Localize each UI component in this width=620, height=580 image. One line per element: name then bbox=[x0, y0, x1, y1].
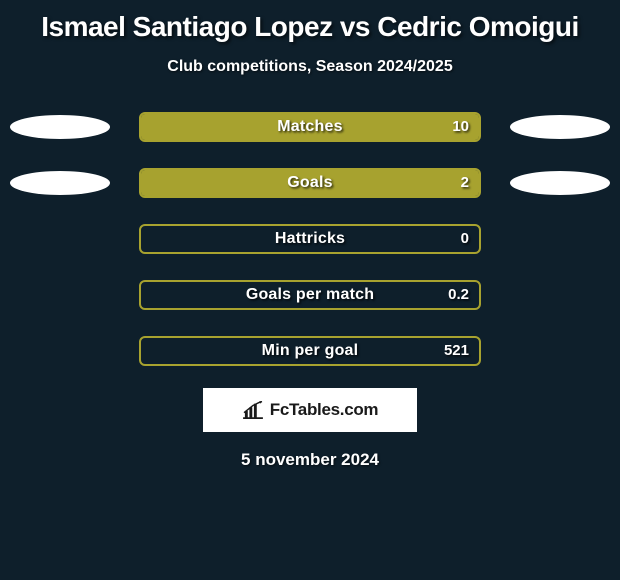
stat-bar: Matches10 bbox=[139, 112, 481, 142]
stat-value: 0.2 bbox=[448, 282, 469, 308]
stat-bar: Goals2 bbox=[139, 168, 481, 198]
stat-row: Hattricks0 bbox=[0, 224, 620, 254]
page-subtitle: Club competitions, Season 2024/2025 bbox=[167, 58, 452, 76]
logo-box: FcTables.com bbox=[203, 388, 417, 432]
page-title: Ismael Santiago Lopez vs Cedric Omoigui bbox=[33, 4, 587, 48]
stat-bar: Hattricks0 bbox=[139, 224, 481, 254]
player-left-ellipse bbox=[10, 171, 110, 195]
bar-chart-icon bbox=[242, 401, 264, 419]
logo-text: FcTables.com bbox=[270, 400, 379, 420]
date-text: 5 november 2024 bbox=[241, 450, 379, 470]
stat-label: Matches bbox=[141, 114, 479, 140]
stat-label: Min per goal bbox=[141, 338, 479, 364]
player-right-ellipse bbox=[510, 115, 610, 139]
stat-label: Goals per match bbox=[141, 282, 479, 308]
stat-label: Hattricks bbox=[141, 226, 479, 252]
stat-bar: Goals per match0.2 bbox=[139, 280, 481, 310]
stat-value: 0 bbox=[461, 226, 469, 252]
stat-label: Goals bbox=[141, 170, 479, 196]
player-right-ellipse bbox=[510, 171, 610, 195]
comparison-card: Ismael Santiago Lopez vs Cedric Omoigui … bbox=[0, 0, 620, 470]
player-left-ellipse bbox=[10, 115, 110, 139]
stat-value: 521 bbox=[444, 338, 469, 364]
stat-row: Min per goal521 bbox=[0, 336, 620, 366]
stat-value: 2 bbox=[461, 170, 469, 196]
stat-row: Goals per match0.2 bbox=[0, 280, 620, 310]
stat-bar: Min per goal521 bbox=[139, 336, 481, 366]
stat-value: 10 bbox=[452, 114, 469, 140]
stat-row: Matches10 bbox=[0, 112, 620, 142]
stat-row: Goals2 bbox=[0, 168, 620, 198]
stats-rows: Matches10 Goals2 Hattricks0 Goals per match… bbox=[0, 112, 620, 366]
